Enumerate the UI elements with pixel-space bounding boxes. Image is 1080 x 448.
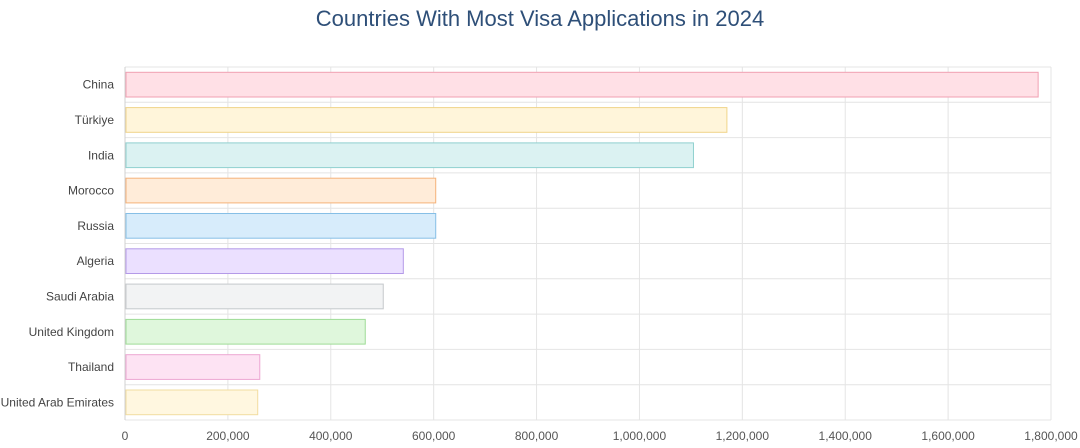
x-tick-label: 1,400,000 xyxy=(819,429,873,443)
x-axis-ticks: 0 200,000 400,000 600,000 800,000 1,000,000 1,… xyxy=(122,429,1078,443)
x-tick-label: 1,200,000 xyxy=(716,429,770,443)
chart-title: Countries With Most Visa Applications in… xyxy=(315,6,765,31)
category-label: India xyxy=(88,148,114,162)
x-tick-label: 1,800,000 xyxy=(1024,429,1078,443)
x-tick-label: 1,000,000 xyxy=(613,429,667,443)
category-label: United Arab Emirates xyxy=(1,395,114,409)
category-label: Russia xyxy=(77,219,114,233)
x-tick-label: 400,000 xyxy=(309,429,353,443)
x-tick-label: 1,600,000 xyxy=(921,429,975,443)
x-tick-label: 800,000 xyxy=(515,429,559,443)
bar xyxy=(125,212,437,239)
category-label: Saudi Arabia xyxy=(46,289,114,303)
bar xyxy=(125,354,261,380)
bar xyxy=(125,177,437,204)
x-tick-label: 200,000 xyxy=(206,429,250,443)
bar xyxy=(125,283,384,310)
category-label: United Kingdom xyxy=(29,325,114,339)
bars xyxy=(125,71,1039,416)
bar xyxy=(125,142,694,169)
category-label: China xyxy=(83,78,115,92)
category-label: Thailand xyxy=(68,360,114,374)
x-tick-label: 0 xyxy=(122,429,129,443)
bar xyxy=(125,71,1039,98)
bar xyxy=(125,389,259,416)
category-label: Morocco xyxy=(68,184,114,198)
bar xyxy=(125,318,366,345)
category-label: Algeria xyxy=(77,254,115,268)
bar xyxy=(125,248,404,275)
category-label: Türkiye xyxy=(75,113,115,127)
x-tick-label: 600,000 xyxy=(412,429,456,443)
bar xyxy=(125,107,728,133)
y-axis-categories: China Türkiye India Morocco Russia Algeria Sau… xyxy=(1,78,115,410)
